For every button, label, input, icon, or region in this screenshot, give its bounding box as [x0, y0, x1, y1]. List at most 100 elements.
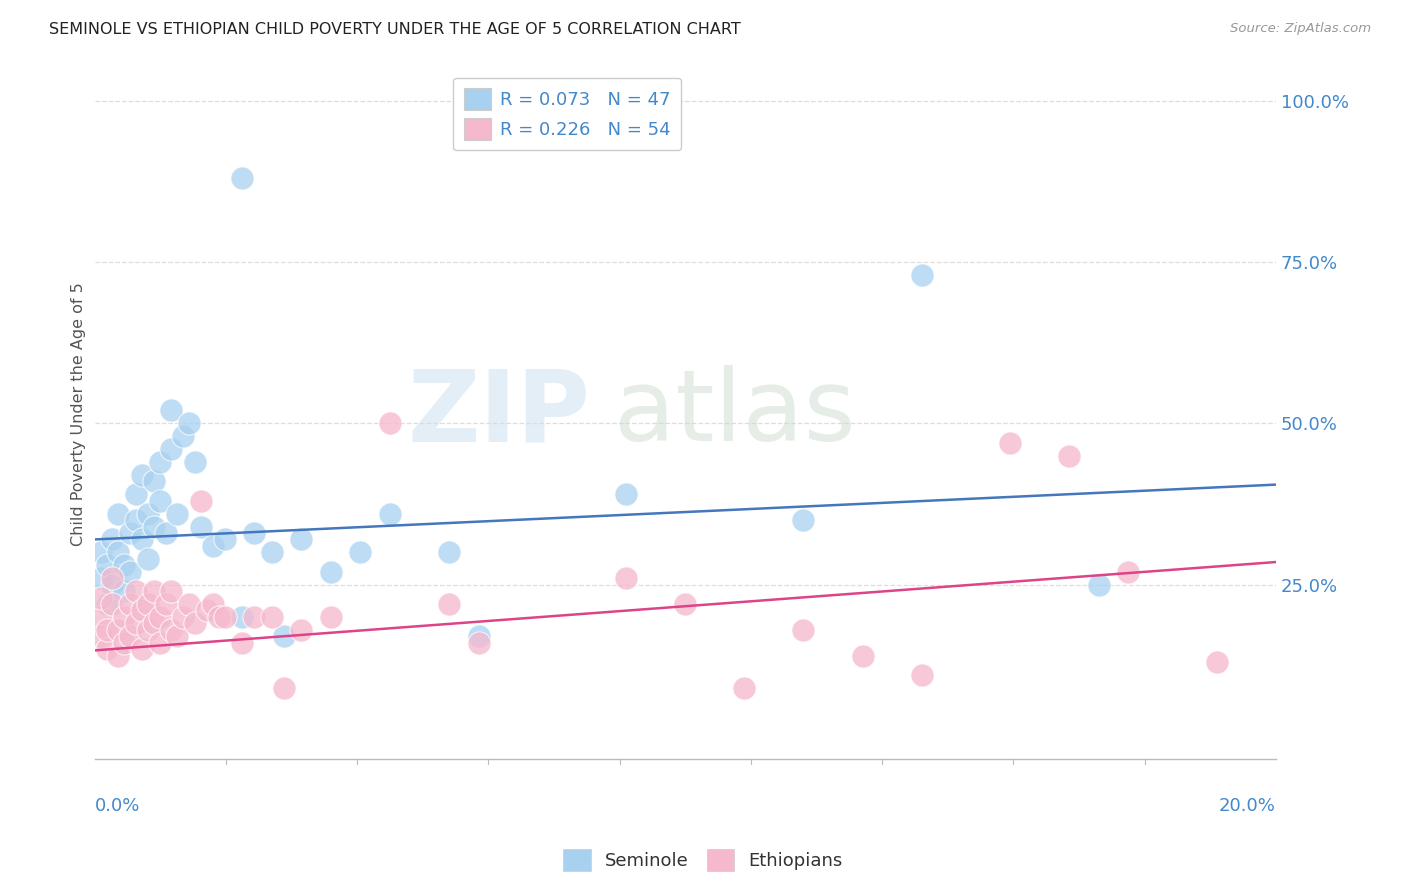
- Point: [107, 507, 129, 521]
- Point: [136, 551, 159, 566]
- Point: [136, 597, 159, 611]
- Point: [184, 616, 207, 631]
- Point: [243, 610, 266, 624]
- Point: [120, 565, 142, 579]
- Point: [160, 403, 183, 417]
- Point: [378, 507, 401, 521]
- Point: [214, 533, 236, 547]
- Point: [112, 610, 135, 624]
- Point: [101, 571, 124, 585]
- Point: [1087, 577, 1109, 591]
- Point: [231, 171, 253, 186]
- Text: SEMINOLE VS ETHIOPIAN CHILD POVERTY UNDER THE AGE OF 5 CORRELATION CHART: SEMINOLE VS ETHIOPIAN CHILD POVERTY UNDE…: [49, 22, 741, 37]
- Point: [673, 597, 696, 611]
- Point: [90, 629, 112, 643]
- Point: [107, 545, 129, 559]
- Point: [208, 610, 231, 624]
- Point: [125, 584, 148, 599]
- Point: [136, 623, 159, 637]
- Point: [273, 681, 295, 695]
- Point: [101, 597, 124, 611]
- Point: [179, 417, 201, 431]
- Point: [101, 577, 124, 591]
- Point: [160, 584, 183, 599]
- Point: [142, 519, 165, 533]
- Point: [172, 429, 194, 443]
- Point: [131, 533, 153, 547]
- Point: [201, 597, 224, 611]
- Point: [733, 681, 755, 695]
- Point: [851, 648, 873, 663]
- Point: [166, 507, 188, 521]
- Point: [90, 545, 112, 559]
- Point: [149, 635, 172, 649]
- Point: [910, 668, 932, 682]
- Point: [319, 565, 342, 579]
- Point: [172, 610, 194, 624]
- Point: [125, 487, 148, 501]
- Point: [90, 591, 112, 605]
- Point: [131, 467, 153, 482]
- Point: [290, 533, 312, 547]
- Point: [214, 610, 236, 624]
- Point: [184, 455, 207, 469]
- Legend: R = 0.073   N = 47, R = 0.226   N = 54: R = 0.073 N = 47, R = 0.226 N = 54: [453, 78, 682, 151]
- Point: [96, 642, 118, 657]
- Point: [160, 442, 183, 457]
- Point: [96, 623, 118, 637]
- Point: [112, 558, 135, 573]
- Text: 0.0%: 0.0%: [94, 797, 141, 814]
- Point: [131, 642, 153, 657]
- Point: [166, 629, 188, 643]
- Point: [96, 558, 118, 573]
- Point: [112, 584, 135, 599]
- Point: [149, 493, 172, 508]
- Point: [243, 526, 266, 541]
- Point: [437, 597, 460, 611]
- Point: [90, 571, 112, 585]
- Point: [120, 597, 142, 611]
- Point: [136, 507, 159, 521]
- Point: [1206, 655, 1229, 669]
- Point: [231, 635, 253, 649]
- Point: [155, 597, 177, 611]
- Point: [179, 597, 201, 611]
- Point: [260, 545, 283, 559]
- Point: [998, 435, 1021, 450]
- Point: [467, 635, 489, 649]
- Point: [190, 493, 212, 508]
- Point: [142, 584, 165, 599]
- Point: [131, 603, 153, 617]
- Point: [792, 623, 814, 637]
- Text: 20.0%: 20.0%: [1219, 797, 1277, 814]
- Point: [260, 610, 283, 624]
- Point: [149, 610, 172, 624]
- Text: atlas: atlas: [614, 365, 856, 462]
- Point: [792, 513, 814, 527]
- Point: [910, 268, 932, 282]
- Point: [378, 417, 401, 431]
- Point: [90, 610, 112, 624]
- Point: [125, 513, 148, 527]
- Text: ZIP: ZIP: [408, 365, 591, 462]
- Point: [467, 629, 489, 643]
- Point: [273, 629, 295, 643]
- Point: [107, 623, 129, 637]
- Point: [231, 610, 253, 624]
- Point: [201, 539, 224, 553]
- Point: [155, 526, 177, 541]
- Point: [1116, 565, 1139, 579]
- Point: [437, 545, 460, 559]
- Point: [349, 545, 371, 559]
- Y-axis label: Child Poverty Under the Age of 5: Child Poverty Under the Age of 5: [72, 282, 86, 546]
- Point: [290, 623, 312, 637]
- Point: [101, 533, 124, 547]
- Legend: Seminole, Ethiopians: Seminole, Ethiopians: [557, 842, 849, 879]
- Point: [112, 635, 135, 649]
- Point: [190, 519, 212, 533]
- Point: [614, 571, 637, 585]
- Point: [319, 610, 342, 624]
- Point: [142, 616, 165, 631]
- Point: [107, 648, 129, 663]
- Point: [142, 475, 165, 489]
